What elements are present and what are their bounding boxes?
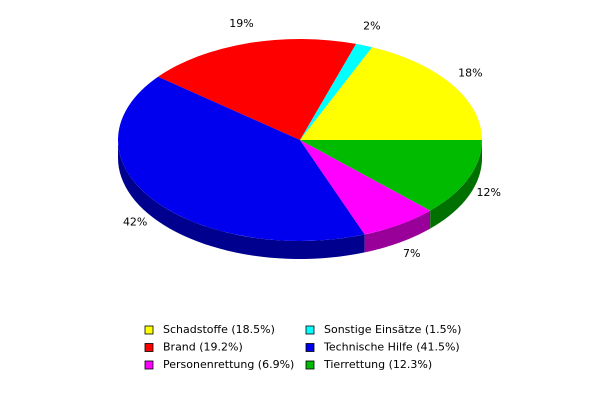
legend-swatch: [144, 343, 154, 352]
legend-swatch: [305, 360, 315, 370]
slice: [300, 140, 482, 211]
slice: [300, 140, 431, 235]
slice: [300, 43, 373, 140]
legend-label: Schadstoffe (18.5%): [163, 323, 275, 336]
slice-side: [364, 210, 431, 253]
slice: [117, 76, 365, 242]
legend-swatch: [144, 360, 154, 370]
slice-side: [430, 140, 482, 229]
legend-label: Sonstige Einsätze (1.5%): [324, 323, 461, 336]
legend-swatch: [305, 325, 315, 335]
legend-label: Technische Hilfe (41.5%): [323, 341, 460, 354]
legend-swatch: [144, 325, 154, 335]
legend-label: Personenrettung (6.9%): [163, 358, 294, 371]
value-label: 18%: [458, 66, 482, 79]
value-label: 42%: [123, 215, 147, 228]
slice: [300, 47, 482, 140]
legend-label: Brand (19.2%): [163, 341, 243, 354]
value-label: 12%: [477, 186, 501, 199]
value-label: 19%: [229, 17, 253, 30]
slice-side: [118, 140, 365, 259]
legend-swatch: [305, 343, 315, 352]
slice: [158, 38, 357, 140]
value-label: 7%: [403, 247, 420, 260]
legend-label: Tierrettung (12.3%): [323, 358, 432, 371]
value-label: 2%: [363, 20, 380, 33]
